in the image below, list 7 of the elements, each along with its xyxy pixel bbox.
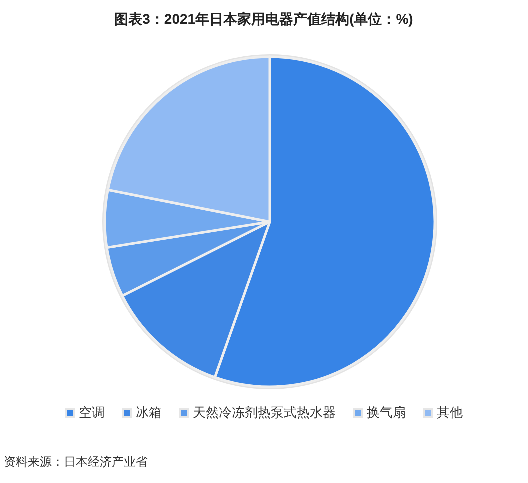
legend-label: 其他 — [437, 405, 463, 420]
legend-label: 天然冷冻剂热泵式热水器 — [193, 405, 336, 420]
chart-title: 图表3：2021年日本家用电器产值结构(单位：%) — [114, 11, 414, 27]
legend-label: 换气扇 — [367, 405, 406, 420]
legend-label: 空调 — [79, 405, 105, 420]
legend-label: 冰箱 — [136, 405, 162, 420]
text: 资料来源：日本经济产业省 — [4, 455, 148, 469]
